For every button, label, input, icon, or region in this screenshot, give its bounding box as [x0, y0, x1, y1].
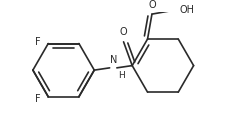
Text: O: O	[148, 0, 156, 10]
Text: N: N	[109, 55, 117, 65]
Text: F: F	[35, 93, 41, 104]
Text: OH: OH	[179, 5, 195, 15]
Text: O: O	[120, 27, 127, 37]
Text: F: F	[35, 37, 41, 47]
Text: H: H	[118, 72, 125, 81]
